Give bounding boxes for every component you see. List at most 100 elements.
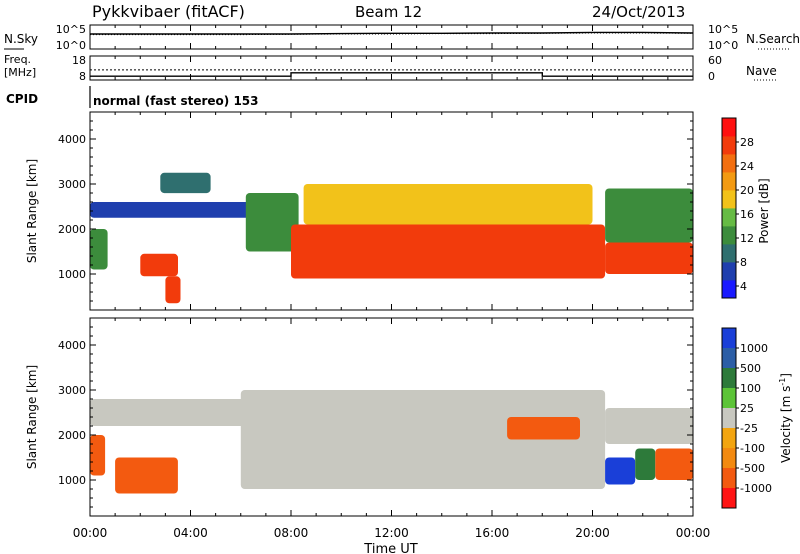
power-colorbar-frame xyxy=(721,117,737,299)
velocity-y-ticks: 1000 2000 3000 4000 xyxy=(58,317,693,517)
x-tick-label: 20:00 xyxy=(575,526,610,540)
y-tick-label: 1000 xyxy=(58,474,86,487)
power-echo-region xyxy=(303,184,593,225)
power-colorbar-tick-label: 24 xyxy=(740,160,754,173)
power-echo-region xyxy=(291,224,606,279)
freq-right-tick-top: 60 xyxy=(708,54,722,67)
velocity-colorbar-label-end: ] xyxy=(779,373,793,378)
cpid-label: CPID xyxy=(6,92,38,106)
velocity-colorbar-segment xyxy=(722,428,736,449)
y-tick-label: 4000 xyxy=(58,339,86,352)
velocity-colorbar-segment xyxy=(722,408,736,429)
velocity-colorbar-tick-label: -1000 xyxy=(740,482,772,495)
noise-series-sky xyxy=(90,31,694,35)
power-colorbar-segment xyxy=(722,172,736,191)
velocity-colorbar-label: Velocity [m s-1] xyxy=(778,373,793,463)
power-colorbar-label: Power [dB] xyxy=(757,178,771,243)
power-colorbar-segment xyxy=(722,226,736,245)
noise-left-label: N.Sky xyxy=(4,32,38,46)
y-tick-label: 2000 xyxy=(58,429,86,442)
x-tick-label: 04:00 xyxy=(173,526,208,540)
power-echo-region xyxy=(245,193,299,252)
power-echo-region xyxy=(605,188,693,243)
power-colorbar-segment xyxy=(722,118,736,137)
power-colorbar-segment xyxy=(722,208,736,227)
velocity-panel: 1000 2000 3000 4000 Slant Range [km] 1000 50… xyxy=(25,317,793,517)
header-title: Pykkvibaer (fitACF) xyxy=(92,2,245,21)
freq-left-tick-bottom: 8 xyxy=(79,70,86,83)
y-tick-label: 4000 xyxy=(58,133,86,146)
power-echo-region xyxy=(165,276,181,304)
velocity-echo-region xyxy=(90,399,254,426)
power-colorbar-segment xyxy=(722,136,736,155)
noise-left-tick-top: 10^5 xyxy=(56,23,86,36)
power-colorbar-segment xyxy=(722,280,736,299)
velocity-echo-region xyxy=(635,448,656,480)
freq-series-frequency xyxy=(90,72,693,77)
time-axis: 00:00 04:00 08:00 12:00 16:00 20:00 00:00 xyxy=(73,25,711,540)
freq-left-label-line2: [MHz] xyxy=(4,66,36,79)
velocity-colorbar-segment xyxy=(722,488,736,509)
power-colorbar-segment xyxy=(722,262,736,281)
velocity-colorbar-segment xyxy=(722,468,736,489)
velocity-echo-region xyxy=(507,417,580,440)
power-colorbar-tick-label: 4 xyxy=(740,280,747,293)
freq-left-tick-top: 18 xyxy=(72,54,86,67)
power-colorbar-segment xyxy=(722,244,736,263)
velocity-colorbar-segment xyxy=(722,448,736,469)
x-tick-label: 08:00 xyxy=(274,526,309,540)
y-tick-label: 2000 xyxy=(58,223,86,236)
header-beam: Beam 12 xyxy=(355,3,422,21)
velocity-colorbar-tick-label: 100 xyxy=(740,382,761,395)
power-data-regions xyxy=(90,172,693,304)
noise-panel: N.Sky 10^5 10^0 10^5 10^0 N.Search xyxy=(4,23,800,52)
x-tick-label: 16:00 xyxy=(475,526,510,540)
velocity-colorbar-segment xyxy=(722,388,736,409)
velocity-colorbar-tick-label: 500 xyxy=(740,362,761,375)
power-y-ticks: 1000 2000 3000 4000 xyxy=(58,111,693,311)
velocity-echo-region xyxy=(90,435,106,476)
y-tick-label: 3000 xyxy=(58,384,86,397)
power-echo-region xyxy=(160,172,211,194)
velocity-ylabel: Slant Range [km] xyxy=(25,365,39,469)
noise-left-tick-bottom: 10^0 xyxy=(56,39,86,52)
power-colorbar-tick-label: 16 xyxy=(740,208,754,221)
velocity-colorbar-label-sup: -1 xyxy=(778,378,787,386)
power-colorbar-tick-label: 28 xyxy=(740,136,754,149)
noise-right-tick-bottom: 10^0 xyxy=(708,39,738,52)
velocity-echo-region xyxy=(115,457,178,494)
velocity-colorbar-frame xyxy=(721,327,737,509)
velocity-echo-region xyxy=(605,457,636,485)
y-tick-label: 1000 xyxy=(58,268,86,281)
freq-panel: Freq. [MHz] 18 8 60 0 Nave xyxy=(4,53,777,83)
velocity-colorbar-segment xyxy=(722,328,736,349)
power-colorbar-tick-label: 20 xyxy=(740,184,754,197)
power-colorbar-segment xyxy=(722,190,736,209)
power-colorbar-tick-label: 12 xyxy=(740,232,754,245)
power-ylabel: Slant Range [km] xyxy=(25,159,39,263)
power-echo-region xyxy=(90,202,254,218)
velocity-colorbar-segment xyxy=(722,348,736,369)
power-echo-region xyxy=(605,242,693,274)
header-date: 24/Oct/2013 xyxy=(592,3,685,21)
power-colorbar: 4 8 12 16 20 24 28 xyxy=(721,117,754,299)
time-axis-label: Time UT xyxy=(363,542,417,554)
velocity-colorbar: 1000 500 100 25 -25 -100 -500 -1000 xyxy=(721,327,772,509)
power-colorbar-segment xyxy=(722,154,736,173)
velocity-colorbar-segment xyxy=(722,368,736,389)
power-echo-region xyxy=(90,229,108,270)
velocity-echo-region xyxy=(240,390,606,489)
velocity-echo-region xyxy=(655,448,693,480)
power-colorbar-tick-label: 8 xyxy=(740,256,747,269)
velocity-data-regions xyxy=(90,390,693,494)
freq-left-label-line1: Freq. xyxy=(4,53,31,66)
noise-right-tick-top: 10^5 xyxy=(708,23,738,36)
velocity-colorbar-tick-label: -500 xyxy=(740,462,765,475)
power-panel: 1000 2000 3000 4000 Slant Range [km] 4 8 12 16… xyxy=(25,111,771,311)
velocity-echo-region xyxy=(605,408,693,444)
velocity-colorbar-tick-label: -25 xyxy=(740,422,758,435)
x-tick-label: 00:00 xyxy=(73,526,108,540)
x-tick-label: 00:00 xyxy=(676,526,711,540)
cpid-row: CPID normal (fast stereo) 153 xyxy=(6,86,259,108)
